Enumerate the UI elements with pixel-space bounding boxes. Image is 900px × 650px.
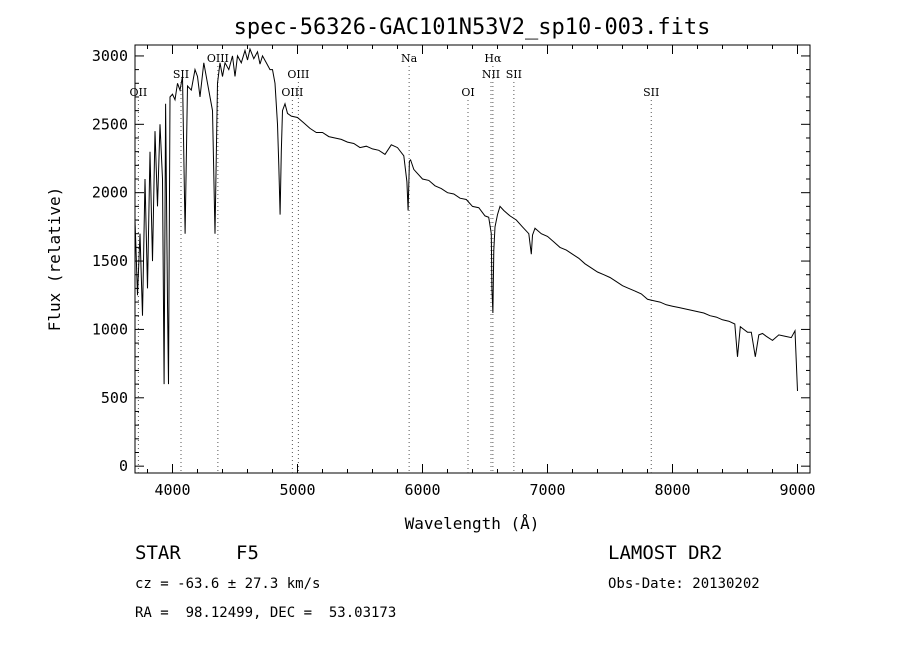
x-tick-label: 5000 <box>279 481 315 499</box>
y-tick-label: 3000 <box>92 47 128 65</box>
x-tick-label: 6000 <box>404 481 440 499</box>
redshift-cz: cz = -63.6 ± 27.3 km/s <box>135 576 321 592</box>
spectrum-series-line <box>134 47 798 392</box>
y-tick-label: 2000 <box>92 184 128 202</box>
x-tick-label: 4000 <box>154 481 190 499</box>
object-subclass: F5 <box>236 542 259 564</box>
object-class: STAR <box>135 542 181 564</box>
obs-date: Obs-Date: 20130202 <box>608 576 760 592</box>
line-marker-label: Hα <box>484 52 502 65</box>
spectral-line-markers: OII SII OIII OIII OIII Na OI NII Hα SII SII <box>130 52 659 473</box>
line-marker-label: OIII <box>287 68 309 81</box>
survey-name: LAMOST DR2 <box>608 542 723 564</box>
chart-title: spec-56326-GAC101N53V2_sp10-003.fits <box>234 15 711 40</box>
line-marker-label: OIII <box>281 86 303 99</box>
x-axis-label: Wavelength (Å) <box>405 514 540 533</box>
x-tick-label: 9000 <box>779 481 815 499</box>
y-tick-label: 500 <box>101 389 128 407</box>
y-tick-label: 1000 <box>92 320 128 338</box>
y-tick-label: 1500 <box>92 252 128 270</box>
line-marker-label: SII <box>506 68 522 81</box>
x-tick-label: 8000 <box>654 481 690 499</box>
line-marker-label: SII <box>173 68 189 81</box>
y-axis-label: Flux (relative) <box>45 187 64 332</box>
coordinates: RA = 98.12499, DEC = 53.03173 <box>135 605 397 621</box>
line-marker-label: NII <box>482 68 500 81</box>
line-marker-label: OI <box>461 86 474 99</box>
y-tick-label: 0 <box>119 457 128 475</box>
y-tick-label: 2500 <box>92 115 128 133</box>
line-marker-label: SII <box>643 86 659 99</box>
line-marker-label: Na <box>401 52 418 65</box>
line-marker-label: OIII <box>207 52 229 65</box>
plot-frame <box>134 44 811 474</box>
line-marker-label: OII <box>130 86 148 99</box>
axes: 4000 5000 6000 7000 8000 9000 0 500 1000 1500 2000… <box>92 45 816 499</box>
x-tick-label: 7000 <box>529 481 565 499</box>
